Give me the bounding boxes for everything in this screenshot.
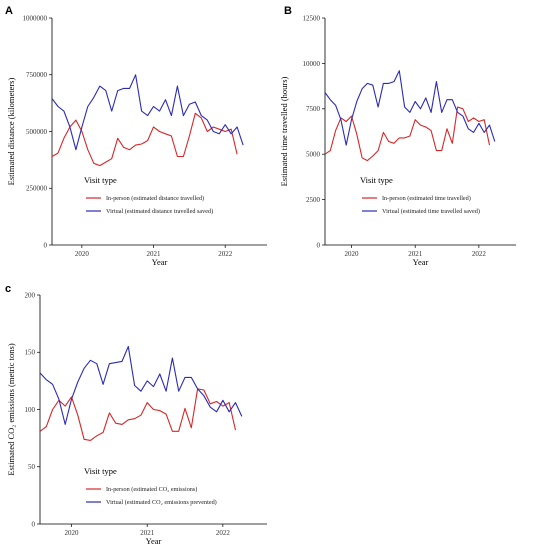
legend-title: Visit type — [360, 175, 393, 185]
x-tick-label: 2020 — [75, 250, 90, 258]
legend-entry: Virtual (estimated time travelled saved) — [382, 208, 480, 215]
y-tick-label: 500000 — [26, 128, 48, 136]
y-tick-label: 0 — [317, 241, 321, 249]
x-tick-label: 2022 — [218, 250, 233, 258]
chart-panel-c: c 0 50 100 150 200 2020 2021 2022 Year Estimated C… — [5, 283, 267, 546]
x-tick-label: 2022 — [216, 529, 231, 537]
legend-title: Visit type — [84, 175, 117, 185]
x-tick-label: 2021 — [140, 529, 155, 537]
x-axis-title: Year — [146, 536, 162, 546]
x-tick-label: 2020 — [345, 250, 360, 258]
legend-entry: In-person (estimated CO₂ emissions) — [106, 486, 197, 493]
x-tick-label: 2021 — [147, 250, 162, 258]
y-tick-label: 7500 — [306, 105, 321, 113]
chart-panel-b: B 0 2500 5000 7500 10000 12500 2020 2021 2022 Year… — [279, 5, 516, 267]
y-tick-label: 12500 — [303, 14, 321, 22]
series-line-virtual — [324, 70, 496, 146]
y-tick-label: 0 — [32, 520, 36, 528]
panel-letter: B — [284, 5, 292, 17]
x-tick-label: 2020 — [65, 529, 80, 537]
legend-entry: Virtual (estimated CO₂ emissions prevent… — [106, 499, 217, 506]
x-tick-label: 2022 — [472, 250, 487, 258]
y-tick-label: 10000 — [303, 60, 321, 68]
x-axis-title: Year — [413, 257, 429, 267]
x-axis-title: Year — [152, 257, 168, 267]
legend-entry: Virtual (estimated distance travelled sa… — [106, 208, 213, 215]
panel-letter: c — [5, 283, 11, 295]
legend-title: Visit type — [84, 466, 117, 476]
series-line-virtual — [39, 345, 243, 425]
y-tick-label: 100 — [25, 406, 36, 414]
x-tick-label: 2021 — [408, 250, 423, 258]
y-tick-label: 250000 — [26, 185, 48, 193]
y-tick-label: 50 — [28, 463, 36, 471]
panel-letter: A — [5, 5, 13, 17]
y-axis-title: Estimated time travelled (hours) — [279, 76, 289, 186]
y-tick-label: 1000000 — [23, 14, 48, 22]
legend-entry: In-person (estimated time travelled) — [382, 195, 471, 202]
chart-panel-a: A 0 250000 500000 750000 1000000 2020 2021 2022 Y… — [5, 5, 267, 267]
y-tick-label: 750000 — [26, 71, 48, 79]
series-line-in-person — [51, 112, 238, 167]
y-tick-label: 150 — [25, 349, 36, 357]
series-line-in-person — [39, 388, 237, 441]
y-axis-title: Estimated distance (kilometers) — [6, 78, 16, 186]
series-line-virtual — [51, 74, 244, 151]
series-line-in-person — [324, 106, 491, 162]
y-tick-label: 2500 — [306, 196, 321, 204]
legend-entry: In-person (estimated distance travelled) — [106, 195, 204, 202]
y-axis-title: Estimated CO₂ emissions (metric tons) — [6, 343, 16, 476]
y-tick-label: 200 — [25, 291, 36, 299]
y-tick-label: 0 — [44, 241, 48, 249]
y-tick-label: 5000 — [306, 151, 321, 159]
